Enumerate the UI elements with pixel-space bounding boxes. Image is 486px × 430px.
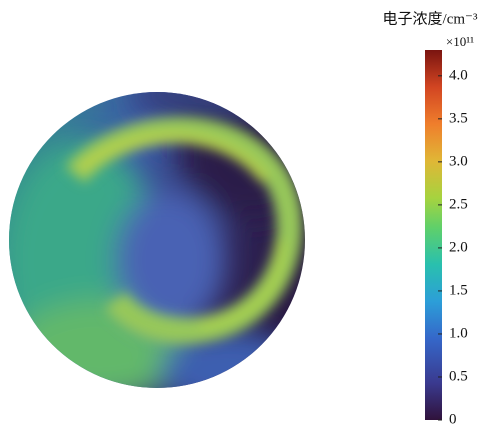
colorbar-tick-label: 1.5 — [449, 282, 468, 298]
colorbar — [425, 50, 442, 420]
colorbar-tick-label: 3.5 — [449, 110, 468, 126]
colorbar-tick-label: 2.0 — [449, 239, 468, 255]
colorbar-title: 电子浓度/cm⁻³ — [383, 10, 478, 27]
colorbar-tick-label: 2.5 — [449, 196, 468, 212]
colorbar-tick-label: 3.0 — [449, 153, 468, 169]
colorbar-tick-label: 0.5 — [449, 368, 468, 384]
colorbar-ticks: 0 0.5 1.0 1.5 2.0 2.5 3.0 3.5 4.0 — [438, 67, 468, 427]
colorbar-tick-label: 1.0 — [449, 325, 468, 341]
colorbar-multiplier: ×10¹¹ — [446, 34, 474, 49]
heatmap-field — [9, 92, 305, 388]
colorbar-tick-label: 0 — [449, 411, 457, 427]
colorbar-tick-label: 4.0 — [449, 67, 468, 83]
